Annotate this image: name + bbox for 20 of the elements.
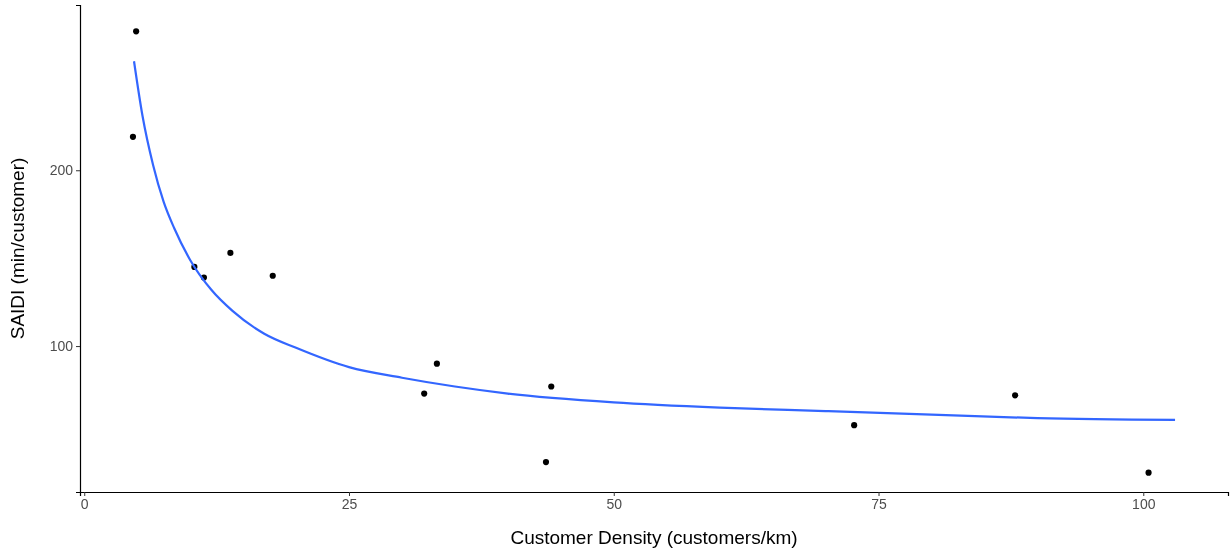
point xyxy=(1012,392,1019,399)
point xyxy=(227,249,234,256)
x-tick-label: 25 xyxy=(341,495,358,512)
point xyxy=(542,459,550,466)
y-axis-title: SAIDI (min/customer) xyxy=(7,157,28,340)
point xyxy=(129,133,137,140)
x-axis-title: Customer Density (customers/km) xyxy=(510,527,798,548)
x-tick-label: 0 xyxy=(80,495,89,512)
x-tick-label: 75 xyxy=(871,495,888,512)
line-series xyxy=(132,60,1177,422)
x-tick-label: 100 xyxy=(1132,495,1156,512)
y-tick-label: 200 xyxy=(49,162,74,179)
x-tick-label: 50 xyxy=(606,495,623,512)
point xyxy=(133,28,140,35)
point xyxy=(421,390,428,397)
point xyxy=(1145,469,1152,476)
point xyxy=(269,272,276,279)
point xyxy=(548,383,555,390)
point xyxy=(433,360,440,367)
point xyxy=(851,422,858,429)
